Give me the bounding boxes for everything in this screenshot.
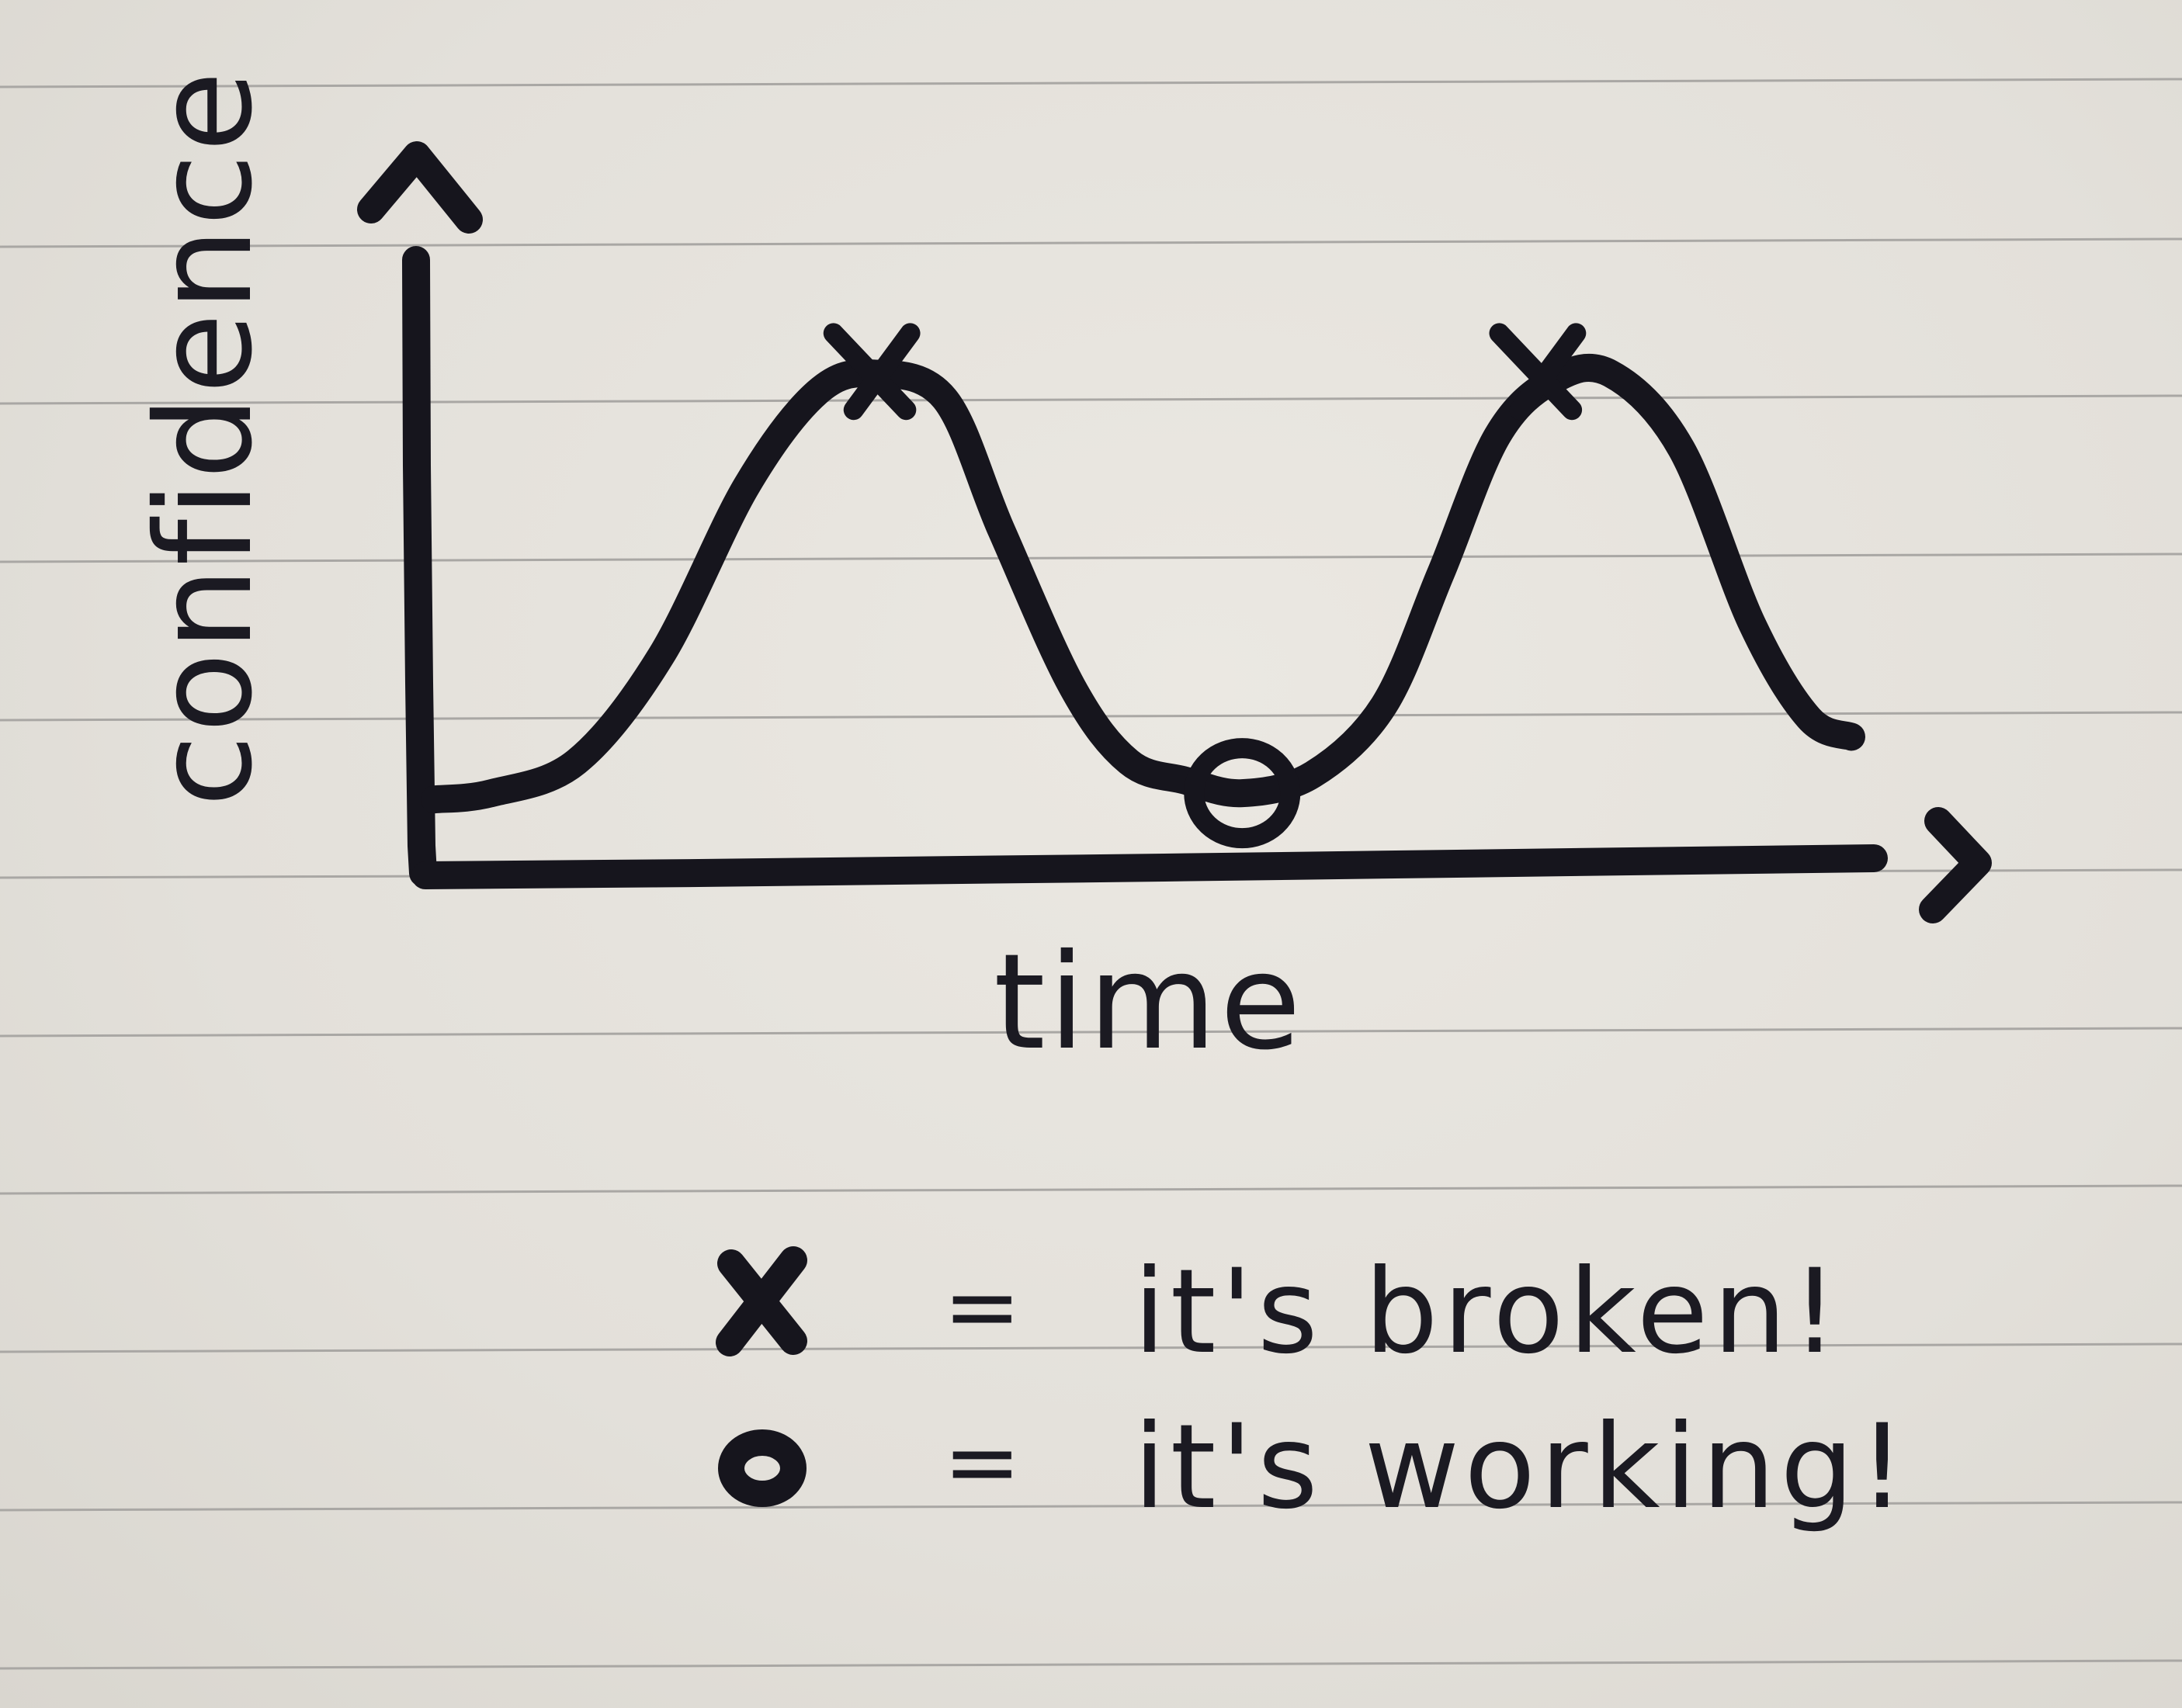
legend-item-broken: = it's broken! (716, 1245, 1843, 1380)
legend-equals: = (943, 1408, 1022, 1516)
x-axis-arrowhead (1919, 807, 1992, 923)
ruled-line (0, 553, 2182, 563)
o-marker (1184, 738, 1301, 849)
ruled-line (0, 1184, 2182, 1195)
legend-label-broken: it's broken! (1133, 1245, 1843, 1380)
ruled-line (0, 1342, 2182, 1353)
y-axis-arrowhead (357, 141, 483, 234)
ruled-line (0, 1659, 2182, 1670)
x-marker (1489, 323, 1587, 421)
legend-equals: = (943, 1253, 1022, 1361)
ruled-line (0, 394, 2182, 405)
chart-axes (357, 141, 1992, 923)
ruled-line (0, 237, 2182, 248)
chart-markers (823, 323, 1587, 849)
y-axis-line (402, 246, 437, 887)
legend-item-working: = it's working! (718, 1400, 1910, 1535)
legend-x-symbol (716, 1246, 807, 1356)
chart-legend: = it's broken! = it's working! (716, 1245, 1910, 1535)
x-axis-line (411, 844, 1888, 889)
confidence-line (421, 353, 1865, 814)
legend-o-symbol (718, 1429, 807, 1507)
y-axis-label: confidence (128, 69, 282, 807)
ruled-line (0, 1501, 2182, 1512)
ruled-line (0, 1027, 2182, 1038)
x-axis-label: time (994, 926, 1304, 1079)
x-marker (823, 323, 921, 421)
ruled-line (0, 78, 2182, 88)
legend-label-working: it's working! (1133, 1400, 1910, 1535)
